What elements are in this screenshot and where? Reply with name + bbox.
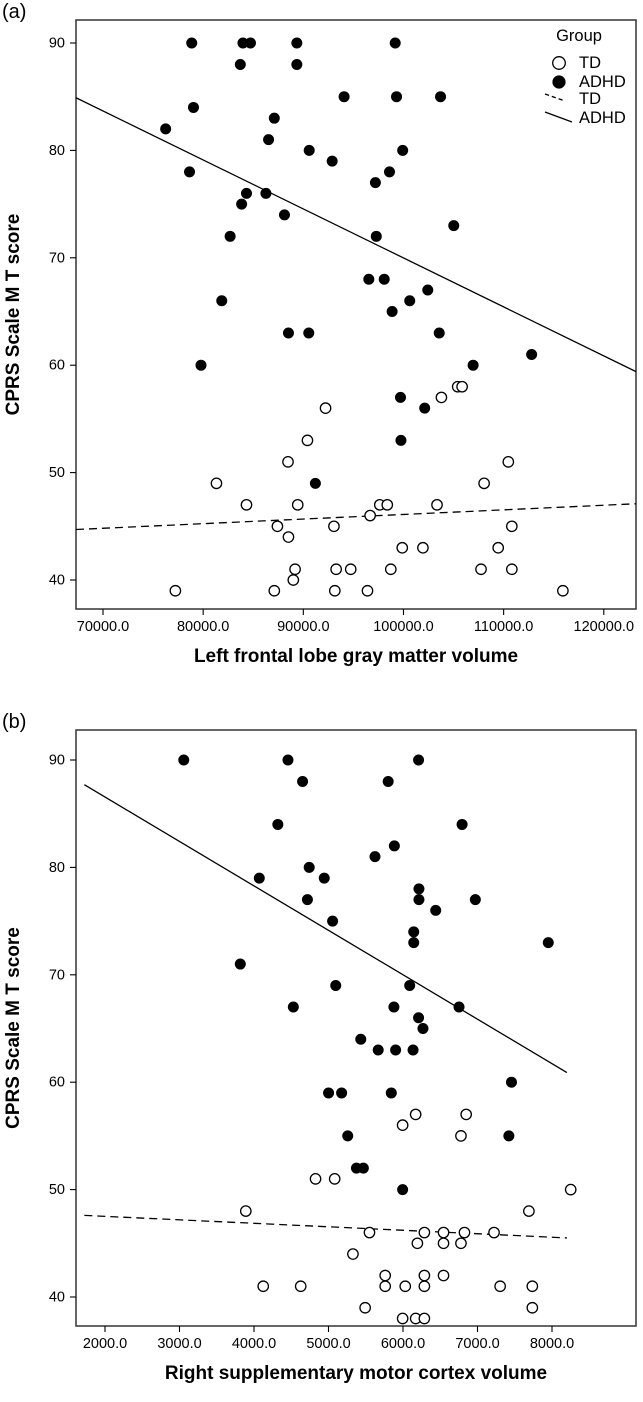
svg-text:90: 90 <box>49 36 65 52</box>
svg-text:(a): (a) <box>2 1 26 23</box>
svg-text:120000.0: 120000.0 <box>574 619 634 635</box>
svg-text:60: 60 <box>49 358 65 374</box>
svg-text:50: 50 <box>49 465 65 481</box>
svg-text:80: 80 <box>49 143 65 159</box>
svg-text:TD: TD <box>579 54 601 72</box>
svg-text:5000.0: 5000.0 <box>306 1336 350 1352</box>
svg-text:50: 50 <box>49 1182 65 1198</box>
svg-text:8000.0: 8000.0 <box>530 1336 574 1352</box>
svg-text:ADHD: ADHD <box>579 109 626 127</box>
svg-text:70: 70 <box>49 250 65 266</box>
svg-text:70: 70 <box>49 967 65 983</box>
svg-text:7000.0: 7000.0 <box>455 1336 499 1352</box>
svg-text:70000.0: 70000.0 <box>77 619 129 635</box>
svg-text:Group: Group <box>556 27 602 45</box>
svg-text:Left frontal lobe gray matter: Left frontal lobe gray matter volume <box>194 646 518 667</box>
svg-text:CPRS Scale M T score: CPRS Scale M T score <box>3 214 24 416</box>
svg-text:Right supplementary motor cort: Right supplementary motor cortex volume <box>165 1363 547 1384</box>
svg-text:80000.0: 80000.0 <box>177 619 229 635</box>
svg-text:2000.0: 2000.0 <box>83 1336 127 1352</box>
svg-text:100000.0: 100000.0 <box>373 619 433 635</box>
svg-text:6000.0: 6000.0 <box>381 1336 425 1352</box>
svg-text:40: 40 <box>49 1290 65 1306</box>
svg-text:TD: TD <box>579 90 601 108</box>
svg-text:110000.0: 110000.0 <box>474 619 533 635</box>
svg-text:40: 40 <box>49 573 65 589</box>
svg-text:CPRS Scale M T score: CPRS Scale M T score <box>3 927 24 1129</box>
svg-text:(b): (b) <box>2 711 26 733</box>
svg-text:60: 60 <box>49 1075 65 1091</box>
svg-text:ADHD: ADHD <box>579 73 626 91</box>
svg-text:90: 90 <box>49 753 65 769</box>
svg-text:90000.0: 90000.0 <box>277 619 329 635</box>
svg-text:4000.0: 4000.0 <box>232 1336 276 1352</box>
svg-text:80: 80 <box>49 860 65 876</box>
svg-text:3000.0: 3000.0 <box>157 1336 201 1352</box>
